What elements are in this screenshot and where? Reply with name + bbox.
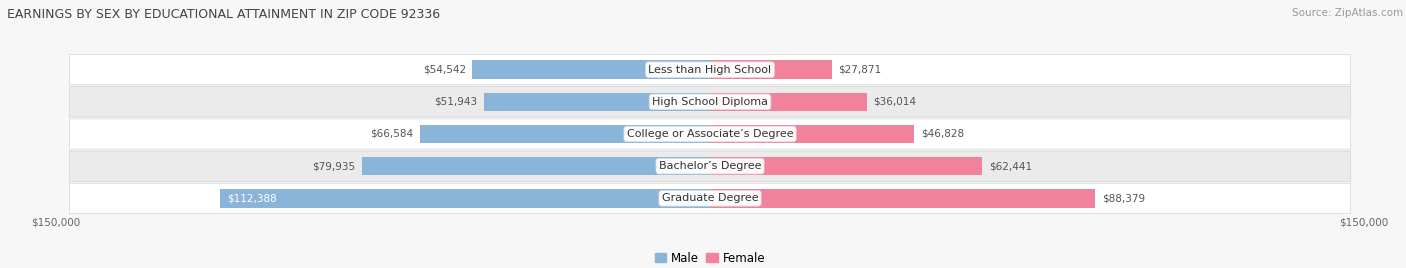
FancyBboxPatch shape xyxy=(69,151,1351,181)
Text: College or Associate’s Degree: College or Associate’s Degree xyxy=(627,129,793,139)
FancyBboxPatch shape xyxy=(69,183,1351,213)
Bar xyxy=(484,92,710,111)
Bar xyxy=(420,125,710,143)
Text: Bachelor’s Degree: Bachelor’s Degree xyxy=(659,161,761,171)
Text: $27,871: $27,871 xyxy=(838,65,882,75)
Bar xyxy=(710,189,1095,208)
Bar xyxy=(710,125,914,143)
FancyBboxPatch shape xyxy=(69,119,1351,149)
Text: $46,828: $46,828 xyxy=(921,129,963,139)
Bar xyxy=(472,60,710,79)
Text: $66,584: $66,584 xyxy=(370,129,413,139)
Text: $112,388: $112,388 xyxy=(226,193,277,203)
Text: $79,935: $79,935 xyxy=(312,161,356,171)
Text: $51,943: $51,943 xyxy=(434,97,477,107)
Legend: Male, Female: Male, Female xyxy=(650,247,770,268)
Text: $36,014: $36,014 xyxy=(873,97,917,107)
Bar xyxy=(710,92,868,111)
Text: Graduate Degree: Graduate Degree xyxy=(662,193,758,203)
Bar xyxy=(710,60,831,79)
Bar xyxy=(361,157,710,176)
FancyBboxPatch shape xyxy=(69,55,1351,85)
Text: $88,379: $88,379 xyxy=(1102,193,1144,203)
Text: $54,542: $54,542 xyxy=(423,65,465,75)
Bar xyxy=(221,189,710,208)
Bar xyxy=(710,157,983,176)
Text: Less than High School: Less than High School xyxy=(648,65,772,75)
Text: High School Diploma: High School Diploma xyxy=(652,97,768,107)
Text: $62,441: $62,441 xyxy=(988,161,1032,171)
FancyBboxPatch shape xyxy=(69,87,1351,117)
Text: Source: ZipAtlas.com: Source: ZipAtlas.com xyxy=(1292,8,1403,18)
Text: EARNINGS BY SEX BY EDUCATIONAL ATTAINMENT IN ZIP CODE 92336: EARNINGS BY SEX BY EDUCATIONAL ATTAINMEN… xyxy=(7,8,440,21)
